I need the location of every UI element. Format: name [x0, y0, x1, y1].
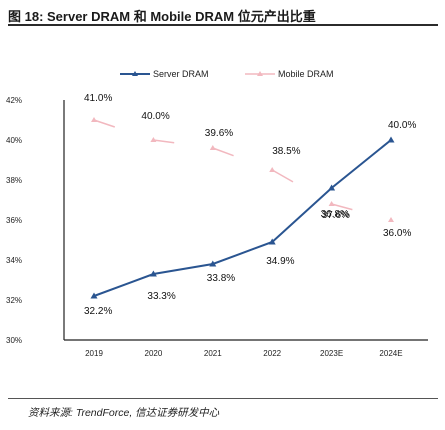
title-divider	[8, 24, 438, 26]
legend-label-server: Server DRAM	[153, 69, 209, 79]
x-tick-label: 2024E	[379, 349, 402, 358]
server-data-label: 33.3%	[147, 291, 175, 302]
mobile-data-point	[388, 217, 394, 222]
mobile-data-label: 38.5%	[272, 146, 300, 157]
server-data-point	[90, 292, 98, 299]
y-tick-label: 34%	[6, 256, 22, 265]
x-tick-label: 2019	[85, 349, 103, 358]
y-tick-label: 40%	[6, 136, 22, 145]
server-data-label: 33.8%	[207, 273, 235, 284]
server-data-label: 37.6%	[322, 210, 350, 221]
source-note: 资料来源: TrendForce, 信达证券研发中心	[28, 407, 220, 419]
y-tick-label: 32%	[6, 296, 22, 305]
x-tick-label: 2022	[263, 349, 281, 358]
mobile-data-point	[209, 145, 216, 150]
legend-label-mobile: Mobile DRAM	[278, 69, 334, 79]
server-data-label: 34.9%	[266, 256, 294, 267]
chart-title: 图 18: Server DRAM 和 Mobile DRAM 位元产出比重	[8, 9, 316, 24]
y-tick-label: 42%	[6, 96, 22, 105]
server-data-point	[209, 260, 217, 267]
y-tick-label: 36%	[6, 216, 22, 225]
server-data-label: 32.2%	[84, 306, 112, 317]
server-series-line	[93, 139, 392, 297]
mobile-line-segment	[271, 169, 294, 183]
mobile-line-segment	[331, 203, 353, 211]
server-data-label: 40.0%	[388, 120, 416, 131]
server-data-point	[328, 184, 336, 191]
legend-marker-mobile	[257, 71, 263, 76]
mobile-data-label: 41.0%	[84, 93, 112, 104]
server-data-point	[387, 136, 395, 143]
chart-title-bar: 图 18: Server DRAM 和 Mobile DRAM 位元产出比重	[8, 4, 438, 26]
y-tick-label: 30%	[6, 336, 22, 345]
mobile-data-point	[269, 167, 276, 172]
mobile-data-label: 36.0%	[383, 228, 411, 239]
mobile-data-label: 40.0%	[141, 111, 169, 122]
mobile-line-segment	[212, 147, 234, 157]
mobile-data-label: 39.6%	[205, 128, 233, 139]
source-divider	[8, 398, 438, 399]
mobile-data-point	[328, 201, 335, 206]
x-tick-label: 2021	[204, 349, 222, 358]
mobile-data-label: 36.8%	[321, 209, 349, 220]
mobile-line-segment	[153, 139, 175, 144]
mobile-line-segment	[93, 119, 116, 128]
y-tick-label: 38%	[6, 176, 22, 185]
x-tick-label: 2023E	[320, 349, 343, 358]
x-tick-label: 2020	[145, 349, 163, 358]
mobile-data-point	[91, 117, 97, 122]
server-data-point	[149, 270, 157, 277]
legend-marker-server	[132, 71, 138, 76]
mobile-data-point	[150, 137, 157, 142]
server-data-point	[268, 238, 276, 245]
